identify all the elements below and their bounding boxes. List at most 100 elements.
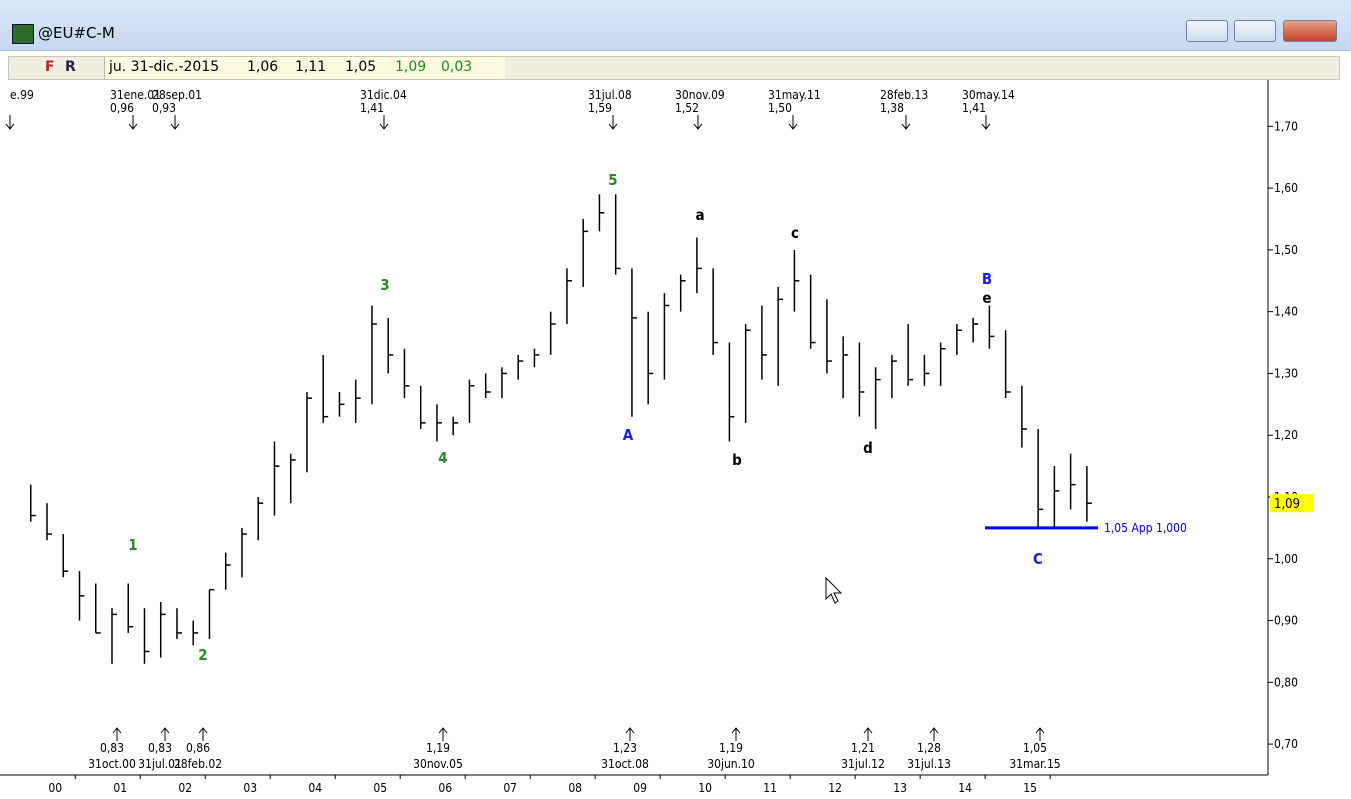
top-annotation-value: 1,38 (880, 101, 904, 115)
top-annotation-date: 30may.14 (962, 88, 1015, 102)
wave-label: A (623, 426, 634, 444)
chart: 0,700,800,901,001,101,201,301,401,501,60… (0, 80, 1314, 795)
bottom-annotation-value: 1,05 (1023, 741, 1047, 755)
x-tick-label: 07 (503, 781, 517, 795)
mouse-cursor (825, 576, 843, 604)
x-tick-label: 14 (958, 781, 972, 795)
last-price-label: 1,09 (1274, 497, 1300, 512)
bottom-annotation-value: 0,83 (100, 741, 124, 755)
down-arrow (608, 115, 618, 130)
quote-field: ju. 31-dic.-2015 1,06 1,11 1,05 1,09 0,0… (104, 57, 505, 79)
down-arrow (693, 115, 703, 130)
up-arrow (625, 727, 635, 741)
quote-high: 1,11 (295, 59, 327, 75)
bottom-annotation-value: 1,19 (719, 741, 743, 755)
maximize-button[interactable] (1234, 20, 1276, 42)
top-annotation-value: 0,96 (110, 101, 134, 115)
x-tick-label: 12 (828, 781, 842, 795)
y-tick-label: 0,80 (1274, 675, 1298, 689)
quote-close: 1,09 (395, 59, 427, 75)
down-arrow (170, 115, 180, 130)
x-tick-label: 08 (568, 781, 582, 795)
top-annotation-value: 1,41 (360, 101, 384, 115)
y-tick-label: 1,30 (1274, 366, 1298, 380)
level-label: 1,05 App 1,000 (1104, 521, 1187, 535)
f-button[interactable]: F (45, 59, 55, 75)
wave-label: B (982, 270, 992, 288)
app-icon (12, 24, 34, 44)
info-bar: F R ju. 31-dic.-2015 1,06 1,11 1,05 1,09… (8, 56, 1340, 80)
y-tick-label: 0,90 (1274, 614, 1298, 628)
bottom-annotation-date: 31oct.08 (601, 757, 649, 771)
window-title: @EU#C-M (38, 24, 115, 42)
down-arrow (5, 115, 15, 130)
wave-label: 1 (128, 536, 137, 554)
y-tick-label: 1,70 (1274, 119, 1298, 133)
top-annotation-date: 31may.11 (768, 88, 821, 102)
wave-label: e (982, 289, 991, 307)
x-tick-label: 06 (438, 781, 452, 795)
up-arrow (198, 727, 208, 741)
wave-label: 4 (438, 449, 447, 467)
x-tick-label: 01 (113, 781, 127, 795)
bottom-annotation-value: 1,23 (613, 741, 637, 755)
bottom-annotation-date: 31jul.12 (841, 757, 885, 771)
up-arrow (160, 727, 170, 741)
down-arrow (379, 115, 389, 130)
bottom-annotation-date: 31jul.01 (138, 757, 182, 771)
y-tick-label: 1,50 (1274, 243, 1298, 257)
bottom-annotation-value: 0,86 (186, 741, 210, 755)
minimize-button[interactable] (1186, 20, 1228, 42)
wave-label: 2 (198, 646, 207, 664)
x-tick-label: 03 (243, 781, 257, 795)
x-tick-label: 00 (48, 781, 62, 795)
bottom-annotation-value: 1,21 (851, 741, 875, 755)
close-button[interactable] (1283, 20, 1337, 42)
quote-open: 1,06 (247, 59, 279, 75)
bottom-annotation-date: 31mar.15 (1009, 757, 1060, 771)
up-arrow (438, 727, 448, 741)
wave-label: d (863, 439, 873, 457)
bottom-annotation-value: 1,19 (426, 741, 450, 755)
bottom-annotation-value: 1,28 (917, 741, 941, 755)
top-annotation-date: 30nov.09 (675, 88, 725, 102)
bottom-annotation-value: 0,83 (148, 741, 172, 755)
up-arrow (929, 727, 939, 741)
down-arrow (901, 115, 911, 130)
x-tick-label: 10 (698, 781, 712, 795)
quote-change: 0,03 (441, 59, 473, 75)
y-tick-label: 1,40 (1274, 305, 1298, 319)
top-annotation-date: 31ene.01 (110, 88, 161, 102)
wave-label: 5 (608, 171, 617, 189)
r-button[interactable]: R (65, 59, 76, 75)
top-annotation-value: 1,52 (675, 101, 699, 115)
up-arrow (1035, 727, 1045, 741)
up-arrow (731, 727, 741, 741)
down-arrow (788, 115, 798, 130)
x-tick-label: 05 (373, 781, 387, 795)
wave-label: b (732, 451, 742, 469)
top-annotation-value: 0,93 (152, 101, 176, 115)
x-tick-label: 09 (633, 781, 647, 795)
quote-low: 1,05 (345, 59, 377, 75)
wave-label: 3 (380, 276, 389, 294)
x-tick-label: 02 (178, 781, 192, 795)
up-arrow (863, 727, 873, 741)
bottom-annotation-date: 31oct.00 (88, 757, 136, 771)
last-price-box (1270, 494, 1314, 513)
top-annotation-value: 1,59 (588, 101, 612, 115)
top-annotation-date: 28feb.13 (880, 88, 928, 102)
bottom-annotation-date: 31jul.13 (907, 757, 951, 771)
title-bar: @EU#C-M (0, 0, 1351, 51)
down-arrow (128, 115, 138, 130)
y-tick-label: 0,70 (1274, 737, 1298, 751)
down-arrow (981, 115, 991, 130)
y-tick-label: 1,00 (1274, 552, 1298, 566)
top-annotation-date: 31jul.08 (588, 88, 632, 102)
quote-date: ju. 31-dic.-2015 (109, 59, 220, 75)
x-tick-label: 13 (893, 781, 907, 795)
y-tick-label: 1,20 (1274, 428, 1298, 442)
y-tick-label: 1,60 (1274, 181, 1298, 195)
x-tick-label: 15 (1023, 781, 1037, 795)
